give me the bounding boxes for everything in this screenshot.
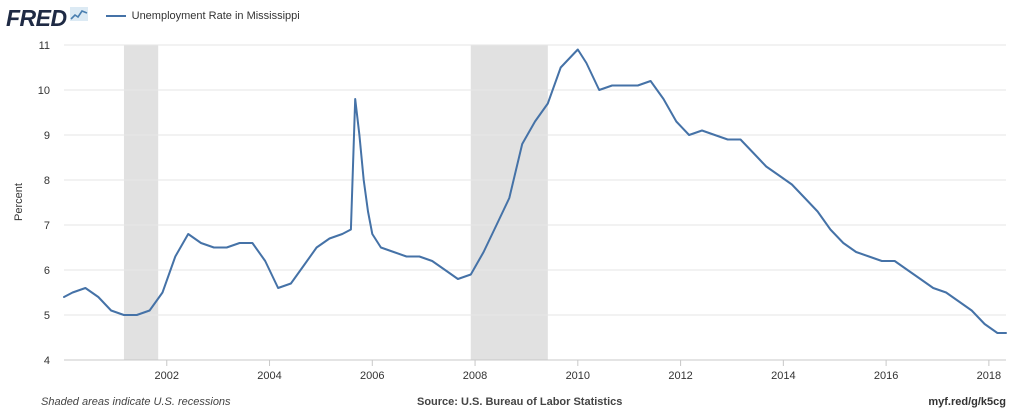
- y-tick-label: 10: [38, 85, 50, 97]
- y-tick-label: 6: [44, 265, 50, 277]
- y-tick-label: 5: [44, 310, 50, 322]
- x-tick-label: 2006: [360, 370, 384, 382]
- series-layer: [63, 48, 1007, 334]
- chart-footer: Shaded areas indicate U.S. recessions So…: [0, 392, 1024, 412]
- x-tick-label: 2016: [874, 370, 898, 382]
- y-axis-label: Percent: [13, 183, 25, 221]
- legend-label: Unemployment Rate in Mississippi: [131, 10, 300, 22]
- legend-swatch: [105, 15, 126, 17]
- x-axis: 2002 2004 2006 2008 2010 2012 2014 2016 2018: [64, 359, 1006, 382]
- x-tick-label: 2010: [566, 370, 590, 382]
- recession-note: Shaded areas indicate U.S. recessions: [41, 396, 231, 408]
- fred-chart-icon: [69, 6, 88, 26]
- y-tick-label: 4: [44, 355, 50, 367]
- series-line: [63, 48, 1007, 334]
- x-tick-label: 2004: [257, 370, 281, 382]
- recession-shading: [123, 45, 548, 360]
- short-link[interactable]: myf.red/g/k5cg: [928, 396, 1006, 408]
- x-tick-label: 2018: [977, 370, 1001, 382]
- y-tick-label: 8: [44, 175, 50, 187]
- y-axis: 4 5 6 7 8 9 10 11: [38, 40, 50, 367]
- legend: Unemployment Rate in Mississippi: [105, 10, 300, 22]
- x-tick-label: 2002: [155, 370, 179, 382]
- y-tick-label: 9: [44, 130, 50, 142]
- x-tick-label: 2012: [668, 370, 692, 382]
- y-tick-label: 11: [39, 40, 50, 52]
- x-tick-label: 2014: [771, 370, 795, 382]
- recession-band: [470, 45, 548, 360]
- source-text: Source: U.S. Bureau of Labor Statistics: [417, 396, 623, 408]
- fred-logo[interactable]: FRED: [6, 4, 67, 31]
- x-tick-label: 2008: [463, 370, 487, 382]
- y-tick-label: 7: [44, 220, 50, 232]
- chart-header: FRED Unemployment Rate in Mississippi: [6, 4, 300, 32]
